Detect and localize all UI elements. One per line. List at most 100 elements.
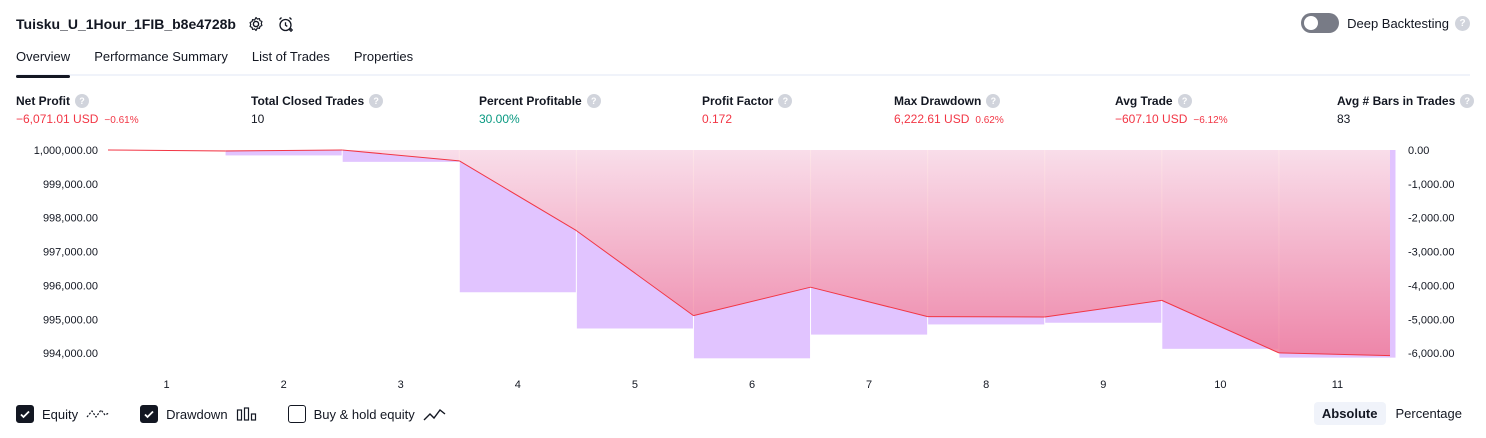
metrics-row: Net Profit? −6,071.01 USD −0.61% Total Cl… [0,92,1486,132]
alarm-clock-plus-icon[interactable] [276,14,296,34]
absolute-button[interactable]: Absolute [1313,402,1386,425]
metric-label: Avg # Bars in Trades [1337,94,1456,108]
deep-backtesting-label: Deep Backtesting [1347,15,1449,31]
equity-drawdown-chart[interactable]: 1,000,000.00 999,000.00 998,000.00 997,000.… [0,138,1486,396]
toggle-knob [1304,16,1319,30]
help-icon[interactable]: ? [778,94,793,108]
legend-label: Drawdown [166,406,228,422]
x-tick-label: 2 [281,379,287,391]
x-tick-label: 4 [515,379,521,391]
gear-icon[interactable] [246,14,266,34]
right-tick-label: -5,000.00 [1408,314,1454,326]
equity-line [107,149,1391,357]
legend-drawdown[interactable]: Drawdown [140,405,257,423]
equity-segment [1044,299,1162,318]
metric-value: −607.10 USD [1115,112,1188,126]
metric-value: 6,222.61 USD [894,112,970,126]
metric-label: Max Drawdown [894,94,982,108]
metric-label: Net Profit [16,94,70,108]
help-icon[interactable]: ? [1455,15,1470,31]
left-tick-label: 1,000,000.00 [34,145,98,157]
drawdown-bar [342,150,459,162]
help-icon[interactable]: ? [75,94,89,108]
deep-backtesting-toggle[interactable] [1301,13,1340,33]
metric-value: 83 [1337,112,1351,126]
help-icon[interactable]: ? [986,94,1001,108]
metric-sub: 0.62% [975,115,1004,126]
metric-total-closed-trades: Total Closed Trades? 10 [251,92,384,126]
legend-buy-hold[interactable]: Buy & hold equity [287,405,447,423]
equity-line-icon [86,406,110,422]
help-icon[interactable]: ? [1460,94,1475,108]
left-axis: 1,000,000.00 999,000.00 998,000.00 997,000.… [34,145,98,360]
equity-segment [107,149,226,152]
value-mode-switch: Absolute Percentage [1312,402,1470,425]
x-tick-label: 9 [1100,379,1106,391]
left-tick-label: 999,000.00 [43,179,98,191]
drawdown-bars-icon [236,406,258,422]
buy-hold-checkbox[interactable] [287,405,306,423]
metric-avg-bars-in-trades: Avg # Bars in Trades? 83 [1337,92,1475,126]
equity-area [108,150,1390,356]
x-tick-label: 1 [163,379,169,391]
left-tick-label: 994,000.00 [43,348,98,360]
metric-value: 10 [251,112,265,126]
metric-profit-factor: Profit Factor? 0.172 [702,92,793,126]
tab-properties[interactable]: Properties [353,49,414,64]
left-tick-label: 995,000.00 [43,314,98,326]
equity-segment [693,286,811,317]
strategy-title: Tuisku_U_1Hour_1FIB_b8e4728b [16,16,236,32]
right-tick-label: -3,000.00 [1408,247,1454,259]
tab-performance-summary[interactable]: Performance Summary [94,49,228,64]
legend-label: Equity [42,406,79,422]
x-tick-label: 6 [749,379,755,391]
metric-value: 0.172 [702,112,733,126]
x-tick-label: 7 [866,379,872,391]
strategy-header: Tuisku_U_1Hour_1FIB_b8e4728b [16,12,296,36]
equity-segment [342,149,460,162]
equity-segment [225,149,343,152]
x-tick-label: 3 [398,379,404,391]
equity-segment [1278,352,1391,357]
equity-segment [810,286,928,318]
left-tick-label: 997,000.00 [43,247,98,259]
legend-equity[interactable]: Equity [16,405,110,423]
equity-segment [1161,299,1280,354]
right-tick-label: 0.00 [1408,145,1429,157]
metric-label: Profit Factor [702,94,774,108]
metric-label: Total Closed Trades [251,94,365,108]
x-tick-label: 10 [1214,379,1226,391]
tab-overview[interactable]: Overview [16,44,71,78]
right-tick-label: -2,000.00 [1408,213,1454,225]
left-tick-label: 998,000.00 [43,213,98,225]
metric-label: Percent Profitable [479,94,582,108]
right-tick-label: -6,000.00 [1408,348,1454,360]
metric-percent-profitable: Percent Profitable? 30.00% [479,92,601,126]
equity-segment [576,230,694,317]
metric-sub: −0.61% [104,115,139,126]
right-tick-label: -1,000.00 [1408,179,1454,191]
equity-checkbox[interactable] [16,405,34,423]
equity-segment [459,160,577,232]
deep-backtesting: Deep Backtesting ? [1301,13,1470,33]
help-icon[interactable]: ? [369,94,384,108]
metric-value: −6,071.01 USD [16,112,99,126]
chart-legend: Equity Drawdown Buy & hold equity [16,403,477,425]
legend-label: Buy & hold equity [313,406,415,422]
left-tick-label: 996,000.00 [43,280,98,292]
buy-hold-line-icon [423,406,447,422]
x-tick-label: 11 [1332,379,1343,391]
metric-value: 30.00% [479,112,520,126]
equity-fill [108,150,1390,356]
x-tick-label: 5 [632,379,638,391]
metric-net-profit: Net Profit? −6,071.01 USD −0.61% [16,92,139,126]
help-icon[interactable]: ? [586,94,601,108]
metric-sub: −6.12% [1193,115,1228,126]
tab-list-of-trades[interactable]: List of Trades [251,49,330,64]
drawdown-checkbox[interactable] [140,405,159,423]
help-icon[interactable]: ? [1177,94,1192,108]
drawdown-bar [225,150,342,156]
metric-avg-trade: Avg Trade? −607.10 USD −6.12% [1115,92,1228,126]
x-axis: 1 2 3 4 5 6 7 8 9 10 11 [163,379,1343,391]
percentage-button[interactable]: Percentage [1395,406,1463,421]
